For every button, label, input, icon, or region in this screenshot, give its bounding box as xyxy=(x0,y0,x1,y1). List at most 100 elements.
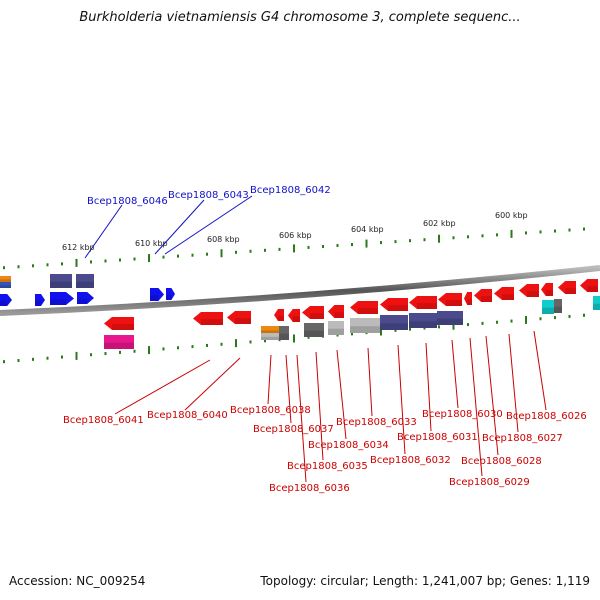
gene-arrow[interactable] xyxy=(328,305,344,318)
scale-tick xyxy=(583,227,585,231)
gene-arrow[interactable] xyxy=(380,298,408,311)
gene-label[interactable]: Bcep1808_6037 xyxy=(253,424,334,435)
gene-shade xyxy=(304,330,324,337)
gene-shade xyxy=(50,281,72,288)
gene-arrow[interactable] xyxy=(288,309,300,322)
gene-label[interactable]: Bcep1808_6034 xyxy=(308,440,389,451)
scale-tick-label: 606 kbp xyxy=(279,231,312,240)
label-leaders xyxy=(84,195,547,483)
gene-label[interactable]: Bcep1808_6046 xyxy=(87,196,168,207)
gene-arrow[interactable] xyxy=(302,306,324,319)
gene-arrow[interactable] xyxy=(350,301,378,314)
gene-block[interactable] xyxy=(279,326,289,340)
gene-label[interactable]: Bcep1808_6038 xyxy=(230,405,311,416)
gene-block[interactable] xyxy=(328,321,344,335)
scale-tick xyxy=(104,352,107,356)
gene-arrow[interactable] xyxy=(104,317,134,330)
gene-arrow[interactable] xyxy=(541,283,553,296)
gene-label[interactable]: Bcep1808_6033 xyxy=(336,417,417,428)
gene-block[interactable] xyxy=(437,311,463,325)
chromosome-backbone xyxy=(0,265,600,316)
topology-summary: Topology: circular; Length: 1,241,007 bp… xyxy=(260,574,590,588)
gene-label[interactable]: Bcep1808_6029 xyxy=(449,477,530,488)
gene-block[interactable] xyxy=(593,296,600,310)
gene-block[interactable] xyxy=(0,276,11,282)
scale-tick-label: 612 kbp xyxy=(62,243,95,252)
gene-block[interactable] xyxy=(261,333,279,340)
gene-block[interactable] xyxy=(350,318,380,333)
gene-label[interactable]: Bcep1808_6032 xyxy=(370,455,451,466)
scale-tick xyxy=(351,332,353,336)
scale-tick xyxy=(307,245,310,249)
scale-tick xyxy=(264,248,266,252)
scale-tick xyxy=(510,319,513,323)
gene-arrow[interactable] xyxy=(558,281,576,294)
scale-tick xyxy=(75,258,78,267)
gene-label[interactable]: Bcep1808_6028 xyxy=(461,456,542,467)
gene-label[interactable]: Bcep1808_6031 xyxy=(397,432,478,443)
gene-arrow[interactable] xyxy=(409,296,437,309)
gene-block[interactable] xyxy=(261,326,279,334)
gene-arrow[interactable] xyxy=(438,293,462,306)
gene-shade xyxy=(150,295,159,301)
gene-block[interactable] xyxy=(50,274,72,288)
map-title: Burkholderia vietnamiensis G4 chromosome… xyxy=(79,10,521,25)
gene-block[interactable] xyxy=(409,313,437,328)
scale-tick xyxy=(119,258,121,262)
gene-label[interactable]: Bcep1808_6026 xyxy=(506,411,587,422)
scale-tick xyxy=(452,236,455,240)
gene-shade xyxy=(481,296,492,302)
gene-block[interactable] xyxy=(542,300,554,314)
scale-tick-labels: 612 kbp 610 kbp 608 kbp 606 kbp 604 kbp 602 k… xyxy=(62,211,528,252)
scale-tick xyxy=(336,244,339,247)
gene-shade xyxy=(166,294,172,300)
gene-arrow[interactable] xyxy=(464,292,472,305)
gene-arrow[interactable] xyxy=(0,294,12,306)
scale-tick xyxy=(423,238,426,242)
scale-tick xyxy=(278,247,281,251)
gene-shade xyxy=(554,306,562,313)
gene-arrow[interactable] xyxy=(35,294,45,306)
gene-label[interactable]: Bcep1808_6030 xyxy=(422,409,503,420)
leader-line xyxy=(397,344,406,455)
gene-arrow[interactable] xyxy=(474,289,492,302)
gene-block[interactable] xyxy=(76,274,94,288)
leader-line xyxy=(533,330,547,411)
scale-tick xyxy=(583,313,585,317)
gene-block[interactable] xyxy=(0,282,11,288)
gene-arrow[interactable] xyxy=(274,309,284,321)
scale-tick xyxy=(568,228,571,232)
gene-label[interactable]: Bcep1808_6041 xyxy=(63,415,144,426)
scale-tick-label: 608 kbp xyxy=(207,235,240,244)
scale-tick xyxy=(525,315,527,324)
gene-shade xyxy=(235,318,251,324)
gene-label[interactable]: Bcep1808_6036 xyxy=(269,483,350,494)
scale-tick xyxy=(409,327,411,331)
gene-block[interactable] xyxy=(554,299,562,313)
gene-block[interactable] xyxy=(104,335,134,349)
gene-arrow[interactable] xyxy=(77,292,94,304)
scale-tick xyxy=(90,260,92,264)
gene-label[interactable]: Bcep1808_6040 xyxy=(147,410,228,421)
gene-arrow[interactable] xyxy=(50,292,74,305)
gene-shade xyxy=(292,316,300,322)
leader-line xyxy=(485,335,499,456)
gene-arrow[interactable] xyxy=(150,288,164,301)
gene-shade xyxy=(565,288,576,294)
gene-label[interactable]: Bcep1808_6027 xyxy=(482,433,563,444)
gene-arrow[interactable] xyxy=(227,311,251,324)
gene-label[interactable]: Bcep1808_6042 xyxy=(250,185,331,196)
gene-block[interactable] xyxy=(304,323,324,337)
gene-arrow[interactable] xyxy=(494,287,514,300)
gene-arrow[interactable] xyxy=(580,279,598,292)
gene-label[interactable]: Bcep1808_6035 xyxy=(287,461,368,472)
gene-label[interactable]: Bcep1808_6043 xyxy=(168,190,249,201)
gene-arrow[interactable] xyxy=(166,288,175,300)
gene-arrow[interactable] xyxy=(519,284,539,297)
scale-tick xyxy=(119,350,121,354)
scale-tick xyxy=(220,342,223,346)
gene-block[interactable] xyxy=(380,315,408,330)
gene-arrow[interactable] xyxy=(193,312,223,325)
scale-tick xyxy=(191,345,194,349)
